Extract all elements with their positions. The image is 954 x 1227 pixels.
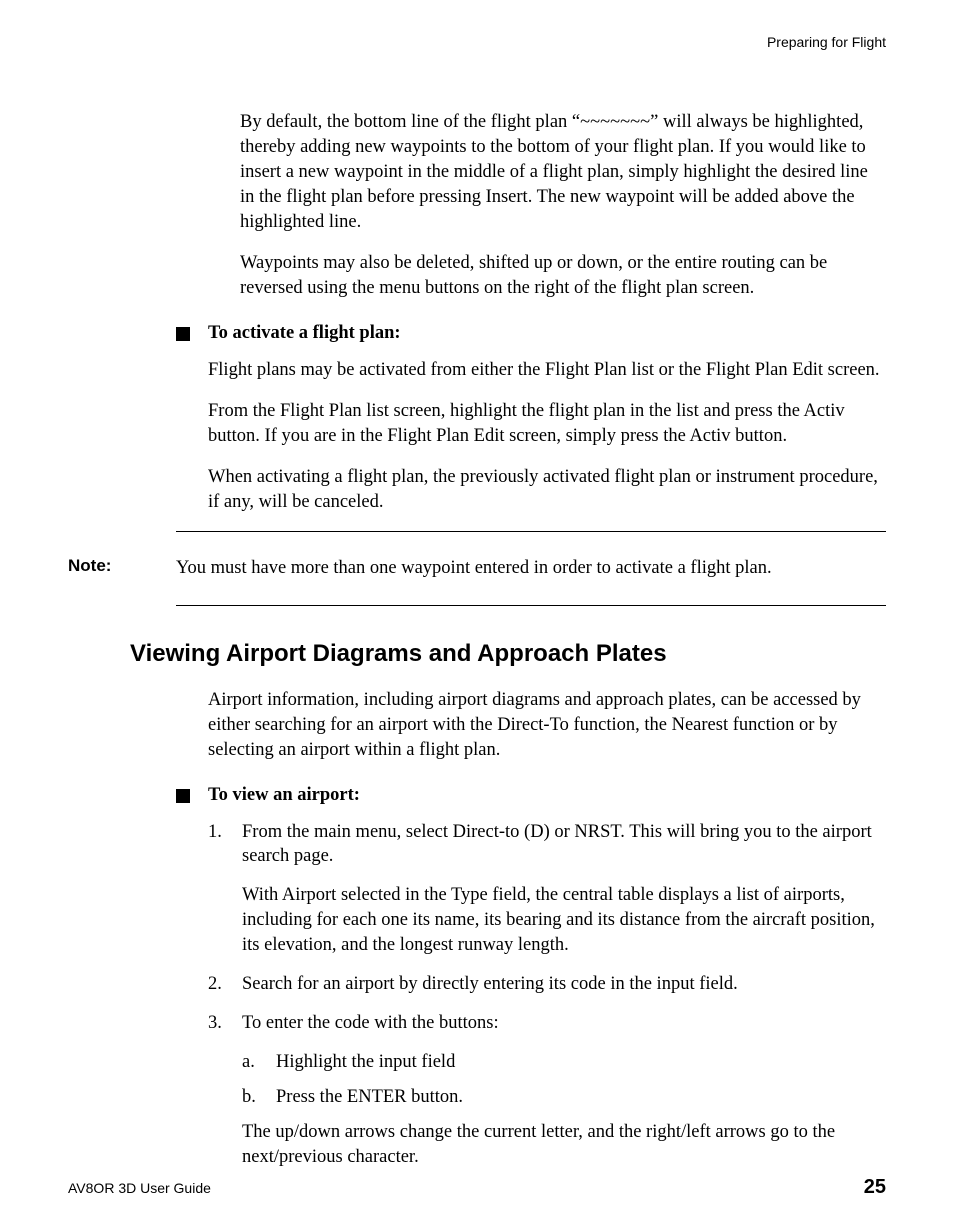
step-text: To enter the code with the buttons: xyxy=(242,1011,886,1036)
bullet-title: To activate a flight plan: xyxy=(208,323,401,344)
step-sub-paragraph: With Airport selected in the Type field,… xyxy=(242,883,886,958)
step-text: From the main menu, select Direct-to (D)… xyxy=(242,820,886,870)
page: Preparing for Flight By default, the bot… xyxy=(0,0,954,1227)
note-block: Note: You must have more than one waypoi… xyxy=(68,556,886,581)
paragraph: From the Flight Plan list screen, highli… xyxy=(208,399,886,449)
note-text: You must have more than one waypoint ent… xyxy=(176,556,886,581)
square-bullet-icon xyxy=(176,327,190,341)
bullet-heading-view-airport: To view an airport: xyxy=(176,785,886,806)
paragraph: By default, the bottom line of the fligh… xyxy=(240,110,886,235)
section-heading: Viewing Airport Diagrams and Approach Pl… xyxy=(130,640,886,668)
footer-title: AV8OR 3D User Guide xyxy=(68,1180,211,1196)
step-3: 3. To enter the code with the buttons: xyxy=(208,1011,886,1036)
substep-letter: b. xyxy=(242,1085,276,1110)
substep-letter: a. xyxy=(242,1050,276,1075)
rule-top xyxy=(176,531,886,532)
substep-b: b. Press the ENTER button. xyxy=(242,1085,886,1110)
running-head: Preparing for Flight xyxy=(68,34,886,50)
step-text: Search for an airport by directly enteri… xyxy=(242,972,886,997)
substep-text: Press the ENTER button. xyxy=(276,1085,886,1110)
page-number: 25 xyxy=(864,1176,886,1199)
paragraph: When activating a flight plan, the previ… xyxy=(208,465,886,515)
substep-text: Highlight the input field xyxy=(276,1050,886,1075)
step-number: 2. xyxy=(208,972,242,997)
paragraph: Airport information, including airport d… xyxy=(208,688,886,763)
step-number: 1. xyxy=(208,820,242,870)
bullet-heading-activate: To activate a flight plan: xyxy=(176,323,886,344)
paragraph: Waypoints may also be deleted, shifted u… xyxy=(240,251,886,301)
step-sub-paragraph: The up/down arrows change the current le… xyxy=(242,1120,886,1170)
rule-bottom xyxy=(176,605,886,606)
square-bullet-icon xyxy=(176,789,190,803)
bullet-title: To view an airport: xyxy=(208,785,360,806)
substep-a: a. Highlight the input field xyxy=(242,1050,886,1075)
step-2: 2. Search for an airport by directly ent… xyxy=(208,972,886,997)
paragraph: Flight plans may be activated from eithe… xyxy=(208,358,886,383)
page-footer: AV8OR 3D User Guide 25 xyxy=(68,1176,886,1199)
step-number: 3. xyxy=(208,1011,242,1036)
note-label: Note: xyxy=(68,556,176,581)
step-1: 1. From the main menu, select Direct-to … xyxy=(208,820,886,870)
